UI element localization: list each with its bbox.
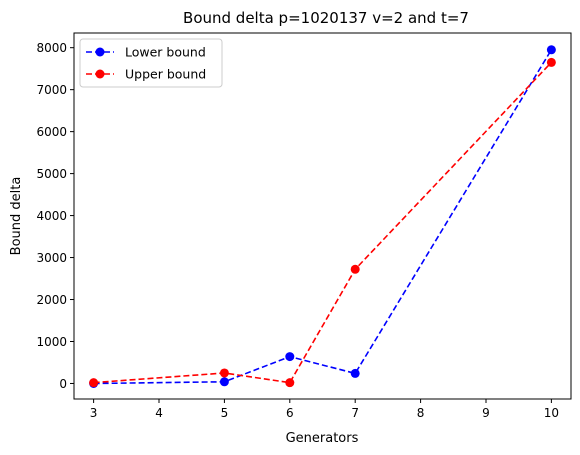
x-tick-label: 4 bbox=[155, 406, 163, 420]
x-tick-label: 9 bbox=[482, 406, 490, 420]
legend-swatch-marker bbox=[96, 70, 105, 79]
chart-title: Bound delta p=1020137 v=2 and t=7 bbox=[183, 9, 469, 27]
y-tick-label: 1000 bbox=[36, 335, 67, 349]
x-tick-label: 10 bbox=[544, 406, 559, 420]
series-line-1 bbox=[94, 50, 552, 384]
legend-label: Upper bound bbox=[125, 67, 206, 82]
series-2-point bbox=[220, 368, 229, 377]
series-1-point bbox=[285, 352, 294, 361]
x-axis-label: Generators bbox=[286, 431, 359, 446]
x-tick-label: 8 bbox=[417, 406, 425, 420]
legend-label: Lower bound bbox=[125, 45, 206, 60]
series-1-point bbox=[547, 45, 556, 54]
y-tick-label: 3000 bbox=[36, 251, 67, 265]
y-tick-label: 6000 bbox=[36, 125, 67, 139]
series-1-point bbox=[351, 369, 360, 378]
x-tick-label: 3 bbox=[90, 406, 98, 420]
series-2-point bbox=[547, 58, 556, 67]
y-tick-label: 4000 bbox=[36, 209, 67, 223]
y-tick-label: 5000 bbox=[36, 167, 67, 181]
y-axis-label: Bound delta bbox=[9, 177, 24, 256]
x-tick-label: 7 bbox=[351, 406, 359, 420]
series-2-point bbox=[89, 378, 98, 387]
y-tick-label: 7000 bbox=[36, 83, 67, 97]
series-line-2 bbox=[94, 62, 552, 382]
plot-area bbox=[89, 45, 556, 388]
y-tick-label: 2000 bbox=[36, 293, 67, 307]
y-tick-label: 0 bbox=[59, 377, 67, 391]
plot-frame bbox=[74, 33, 571, 399]
series-1-point bbox=[220, 377, 229, 386]
legend-swatch-marker bbox=[96, 48, 105, 57]
series-2-point bbox=[285, 378, 294, 387]
series-2-point bbox=[351, 265, 360, 274]
x-tick-label: 6 bbox=[286, 406, 294, 420]
y-tick-label: 8000 bbox=[36, 41, 67, 55]
legend: Lower bound Upper bound bbox=[80, 39, 222, 87]
axis-ticks: 3 4 5 6 7 8 9 10 0 1000 2000 3000 4000 5000 6000 7000 80… bbox=[36, 41, 559, 420]
x-tick-label: 5 bbox=[221, 406, 229, 420]
